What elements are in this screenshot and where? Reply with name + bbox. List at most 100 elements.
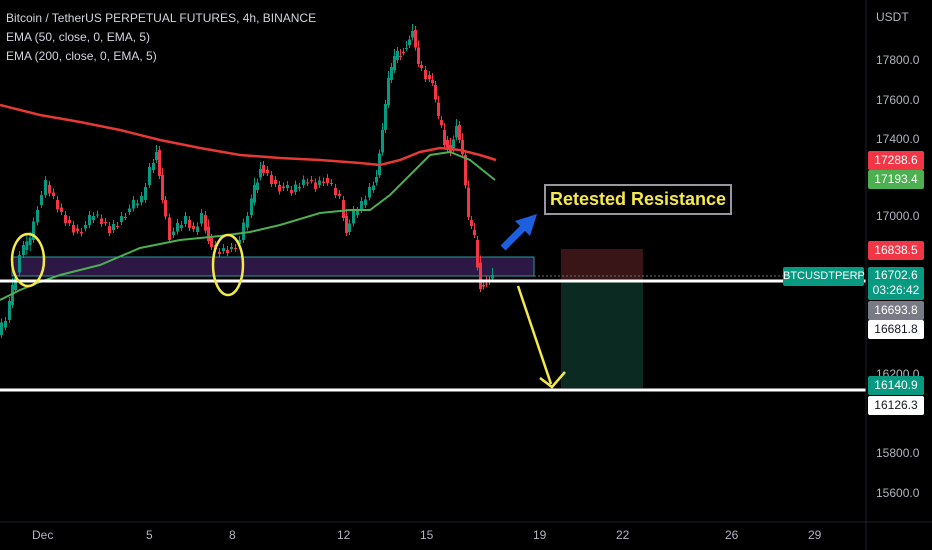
candle-body: [434, 85, 437, 100]
candle-body: [348, 223, 351, 232]
candle-body: [290, 190, 293, 193]
candle-body: [414, 30, 417, 48]
candle-body: [464, 155, 467, 186]
candle-body: [148, 167, 151, 185]
legend-title: Bitcoin / TetherUS PERPETUAL FUTURES, 4h…: [6, 11, 317, 25]
price-tick: 17800.0: [876, 53, 920, 67]
candle-body: [242, 222, 245, 240]
candle-body: [485, 283, 488, 285]
take-profit-zone[interactable]: [561, 280, 643, 388]
time-tick: 26: [725, 528, 739, 542]
candle-body: [168, 217, 171, 240]
candle-body: [408, 39, 411, 45]
candle-body: [381, 130, 384, 153]
candle-body: [342, 200, 345, 218]
blue-arrow-icon: [500, 214, 537, 251]
symbol-tag[interactable]: BTCUSDTPERP: [783, 267, 865, 286]
candle-body: [200, 213, 203, 224]
candle-body: [491, 275, 494, 279]
candle-body: [207, 226, 210, 241]
time-tick: 19: [533, 528, 547, 542]
candle-body: [473, 230, 476, 235]
candle-body: [402, 52, 405, 53]
candle-body: [326, 178, 329, 183]
candle-body: [470, 220, 473, 226]
legend-ema50[interactable]: EMA (50, close, 0, EMA, 5): [6, 30, 151, 44]
candle-body: [368, 187, 371, 198]
candle-body: [158, 150, 161, 176]
candle-body: [428, 75, 431, 79]
price-tag-white: 16681.8: [868, 320, 924, 339]
candle-body: [80, 232, 83, 234]
candle-body: [356, 211, 359, 215]
time-tick: Dec: [32, 528, 54, 542]
candle-body: [437, 102, 440, 116]
candle-body: [52, 192, 55, 196]
candle-body: [467, 187, 470, 217]
candle-body: [318, 180, 321, 185]
candle-body: [298, 187, 301, 189]
candle-body: [152, 163, 155, 170]
highlight-circle-middle: [211, 233, 245, 297]
candle-body: [4, 321, 7, 328]
candle-body: [25, 241, 29, 250]
candle-body: [96, 214, 99, 216]
candle-body: [188, 220, 191, 228]
yellow-arrow-icon: [516, 285, 566, 389]
candle-body: [11, 285, 14, 305]
current-price-tag: 16702.6 03:26:42: [868, 267, 924, 300]
candle-body: [282, 186, 285, 188]
candle-body: [128, 208, 131, 212]
candle-body: [84, 225, 87, 229]
currency-label[interactable]: USDT: [876, 10, 909, 24]
candle-body: [253, 185, 256, 203]
candle-body: [458, 125, 461, 140]
candle-body: [210, 238, 213, 247]
current-price-value: 16702.6: [874, 268, 918, 282]
candle-body: [310, 180, 313, 181]
candle-body: [256, 182, 259, 190]
stop-loss-zone[interactable]: [561, 249, 643, 280]
candle-body: [22, 245, 25, 255]
legend-ema200[interactable]: EMA (200, close, 0, EMA, 5): [6, 49, 157, 63]
candle-body: [8, 301, 11, 320]
candle-body: [393, 56, 396, 70]
candle-body: [446, 140, 449, 149]
candle-body: [28, 237, 32, 245]
candle-body: [140, 196, 143, 203]
candle-body: [184, 216, 187, 224]
candle-body: [338, 194, 341, 196]
retested-resistance-label[interactable]: Retested Resistance: [544, 184, 732, 215]
candle-body: [417, 47, 420, 64]
candle-body: [294, 184, 297, 192]
candle-body: [399, 56, 402, 57]
candle-body: [322, 181, 325, 183]
candle-body: [250, 198, 253, 215]
price-tick: 15600.0: [876, 486, 920, 500]
ema50-line: [0, 150, 496, 301]
price-tick: 17600.0: [876, 93, 920, 107]
candle-body: [32, 221, 35, 240]
candle-body: [40, 195, 43, 205]
time-tick: 22: [616, 528, 630, 542]
time-tick: 29: [808, 528, 822, 542]
candle-body: [461, 140, 464, 154]
candle-body: [302, 179, 305, 185]
candle-body: [396, 51, 399, 60]
price-tag-stop: 16838.5: [868, 241, 924, 260]
candle-body: [136, 203, 139, 205]
candle-body: [384, 104, 387, 130]
candle-body: [172, 231, 175, 235]
candle-body: [420, 65, 423, 68]
price-tick: 15800.0: [876, 446, 920, 460]
candle-body: [352, 210, 355, 224]
candle-body: [259, 169, 262, 178]
candle-body: [56, 200, 59, 210]
candle-body: [278, 185, 281, 192]
price-tick: 17400.0: [876, 132, 920, 146]
candle-body: [405, 48, 408, 49]
candle-body: [222, 248, 225, 251]
candle-body: [180, 225, 183, 228]
candle-body: [364, 199, 367, 205]
